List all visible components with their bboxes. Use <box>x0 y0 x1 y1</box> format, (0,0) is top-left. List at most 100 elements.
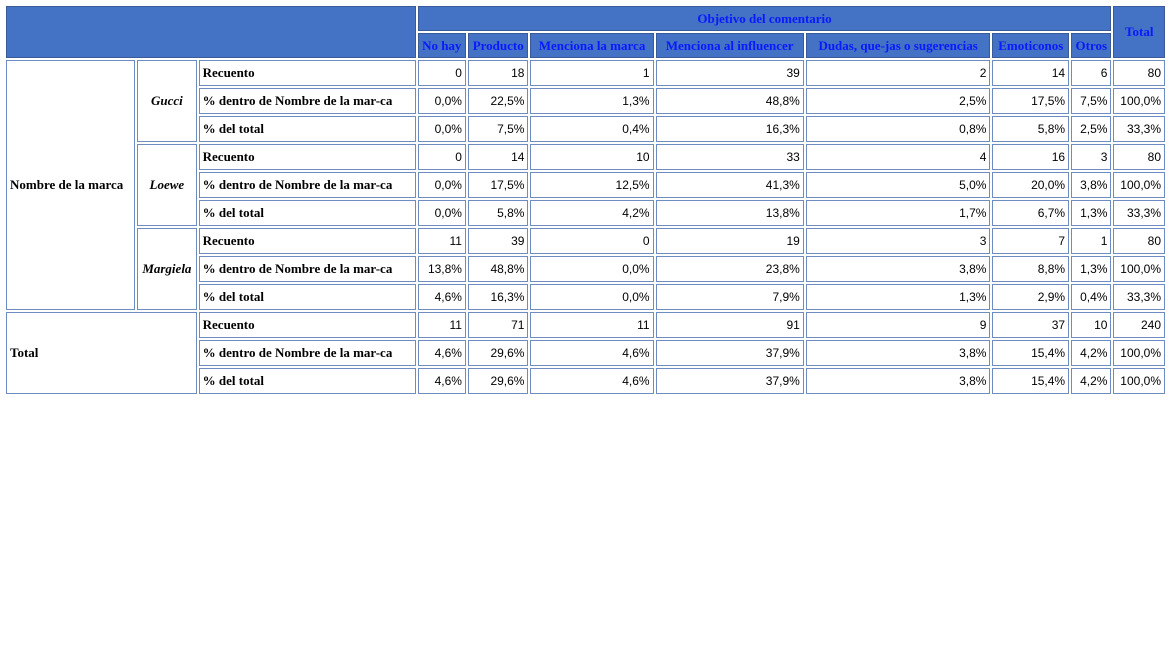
body-row: % dentro de Nombre de la mar-ca 4,6% 29,6%… <box>6 340 1165 366</box>
cell: 14 <box>467 144 529 170</box>
header-row: Objetivo del comentario Total <box>6 6 1165 58</box>
body-row: % del total 0,0% 5,8% 4,2% 13,8% 1,7% 6,7% 1,3%… <box>6 200 1165 226</box>
cell: 80 <box>1113 144 1165 170</box>
column-header: Producto <box>467 33 529 58</box>
column-header: Dudas, que-jas o sugerencias <box>805 33 991 58</box>
cell: 80 <box>1113 228 1165 254</box>
cell: 23,8% <box>655 256 804 282</box>
cell: 5,8% <box>467 200 529 226</box>
body-row: % dentro de Nombre de la mar-ca 13,8% 48,8… <box>6 256 1165 282</box>
cell: 8,8% <box>992 256 1070 282</box>
statistic-label: Recuento <box>198 60 416 86</box>
cell: 12,5% <box>530 172 654 198</box>
cell: 100,0% <box>1113 340 1165 366</box>
corner-cell <box>6 6 416 58</box>
cell: 100,0% <box>1113 172 1165 198</box>
body-row: % del total 0,0% 7,5% 0,4% 16,3% 0,8% 5,8% 2,5%… <box>6 116 1165 142</box>
cell: 3,8% <box>805 256 991 282</box>
cell: 11 <box>530 312 654 338</box>
body-row: % dentro de Nombre de la mar-ca 0,0% 22,5%… <box>6 88 1165 114</box>
cell: 100,0% <box>1113 368 1165 394</box>
cell: 9 <box>805 312 991 338</box>
cell: 37,9% <box>655 340 804 366</box>
cell: 15,4% <box>992 368 1070 394</box>
cell: 1,3% <box>1071 200 1112 226</box>
cell: 0,0% <box>530 256 654 282</box>
cell: 80 <box>1113 60 1165 86</box>
cell: 0,0% <box>417 200 466 226</box>
group-label: Loewe <box>137 144 197 226</box>
cell: 4,6% <box>530 340 654 366</box>
statistic-label: % del total <box>198 284 416 310</box>
cell: 14 <box>992 60 1070 86</box>
cell: 33,3% <box>1113 116 1165 142</box>
cell: 0,0% <box>417 172 466 198</box>
cell: 7,5% <box>467 116 529 142</box>
cell: 6,7% <box>992 200 1070 226</box>
cell: 4,6% <box>417 340 466 366</box>
cell: 15,4% <box>992 340 1070 366</box>
cell: 29,6% <box>467 368 529 394</box>
body-row: % del total 4,6% 29,6% 4,6% 37,9% 3,8% 15,4% 4,… <box>6 368 1165 394</box>
cell: 10 <box>1071 312 1112 338</box>
cell: 5,0% <box>805 172 991 198</box>
cell: 4,2% <box>1071 368 1112 394</box>
cell: 37 <box>992 312 1070 338</box>
cell: 19 <box>655 228 804 254</box>
cell: 3,8% <box>805 368 991 394</box>
cell: 4,2% <box>530 200 654 226</box>
cell: 0,0% <box>417 88 466 114</box>
cell: 240 <box>1113 312 1165 338</box>
cell: 39 <box>655 60 804 86</box>
statistic-label: % dentro de Nombre de la mar-ca <box>198 88 416 114</box>
cell: 11 <box>417 228 466 254</box>
cell: 7,9% <box>655 284 804 310</box>
group-label: Margiela <box>137 228 197 310</box>
cell: 3,8% <box>805 340 991 366</box>
cell: 1 <box>530 60 654 86</box>
statistic-label: % del total <box>198 200 416 226</box>
cell: 29,6% <box>467 340 529 366</box>
cell: 39 <box>467 228 529 254</box>
total-label: Total <box>6 312 197 394</box>
cell: 16,3% <box>467 284 529 310</box>
cell: 4 <box>805 144 991 170</box>
cell: 16,3% <box>655 116 804 142</box>
cell: 71 <box>467 312 529 338</box>
cell: 20,0% <box>992 172 1070 198</box>
cell: 0,4% <box>530 116 654 142</box>
statistic-label: % dentro de Nombre de la mar-ca <box>198 340 416 366</box>
cell: 17,5% <box>992 88 1070 114</box>
cell: 0,0% <box>530 284 654 310</box>
cell: 0 <box>530 228 654 254</box>
cell: 0,8% <box>805 116 991 142</box>
cell: 48,8% <box>655 88 804 114</box>
row-variable: Nombre de la marca <box>6 60 136 310</box>
cell: 0 <box>417 60 466 86</box>
cell: 13,8% <box>417 256 466 282</box>
cell: 10 <box>530 144 654 170</box>
body-row: Margiela Recuento 11 39 0 19 3 7 1 80 <box>6 228 1165 310</box>
group-header: Objetivo del comentario <box>417 6 1112 31</box>
statistic-label: % dentro de Nombre de la mar-ca <box>198 256 416 282</box>
cell: 18 <box>467 60 529 86</box>
column-header: Menciona al influencer <box>655 33 804 58</box>
cell: 4,6% <box>417 284 466 310</box>
cell: 37,9% <box>655 368 804 394</box>
cell: 2 <box>805 60 991 86</box>
statistic-label: % del total <box>198 116 416 142</box>
cell: 22,5% <box>467 88 529 114</box>
cell: 1,7% <box>805 200 991 226</box>
cell: 7 <box>992 228 1070 254</box>
header-row: No hay Producto Menciona la marca Menciona … <box>6 33 1165 58</box>
total-header: Total <box>1113 6 1165 58</box>
cell: 1,3% <box>530 88 654 114</box>
cell: 0 <box>417 144 466 170</box>
column-header: No hay <box>417 33 466 58</box>
cell: 1,3% <box>805 284 991 310</box>
statistic-label: % del total <box>198 368 416 394</box>
cell: 16 <box>992 144 1070 170</box>
cell: 3 <box>805 228 991 254</box>
statistic-label: % dentro de Nombre de la mar-ca <box>198 172 416 198</box>
